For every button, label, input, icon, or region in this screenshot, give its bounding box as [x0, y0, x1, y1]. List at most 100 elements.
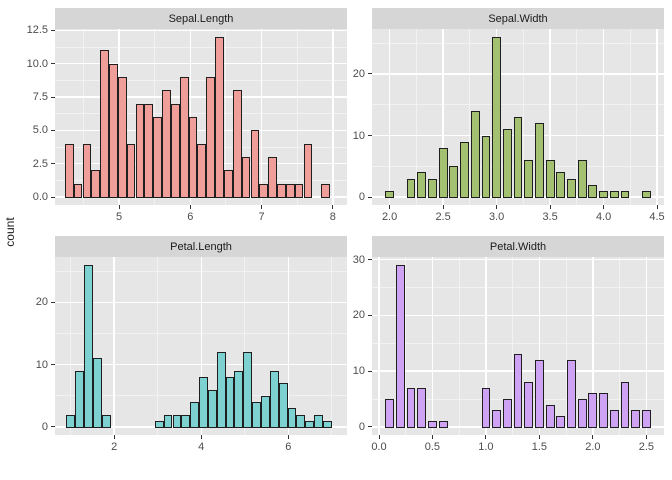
y-tick-mark	[51, 426, 55, 428]
histogram-bar	[170, 103, 180, 198]
y-tick-mark	[51, 96, 55, 98]
histogram-bar	[428, 421, 437, 428]
y-tick-mark	[368, 73, 372, 75]
y-tick-label: 2.5	[32, 157, 48, 170]
x-tick-mark	[332, 205, 334, 209]
grid-minor-line	[469, 29, 471, 205]
y-tick-label: 7.5	[32, 91, 48, 103]
grid-major-line	[656, 29, 658, 205]
x-tick-label: 2.5	[638, 441, 655, 453]
x-tick-mark	[592, 435, 594, 439]
grid-major-line	[602, 29, 605, 205]
grid-minor-line	[576, 29, 578, 205]
x-tick-label: 1.5	[531, 441, 548, 453]
grid-minor-line	[157, 257, 159, 435]
y-tick-label: 20	[352, 67, 365, 80]
histogram-bar	[82, 143, 92, 198]
histogram-bar	[588, 393, 598, 428]
y-tick-label: 10	[352, 129, 365, 142]
grid-minor-line	[415, 29, 417, 205]
x-tick-mark	[431, 435, 433, 439]
grid-major-line	[332, 29, 334, 205]
grid-major-line	[645, 257, 648, 435]
facet-strip-title: Petal.Width	[489, 240, 547, 253]
histogram-bar	[556, 415, 566, 428]
histogram-bar	[215, 37, 224, 198]
x-tick-mark	[603, 205, 605, 209]
plot-area-sepal-width	[372, 29, 664, 205]
grid-minor-line	[55, 79, 347, 81]
x-tick-label: 0.5	[424, 441, 441, 453]
x-tick-label: 7	[258, 211, 265, 223]
histogram-bar	[524, 160, 534, 198]
histogram-bar	[285, 183, 295, 198]
x-tick-label: 5	[116, 211, 123, 223]
facet-strip-petal-width: Petal.Width	[372, 236, 664, 257]
x-tick-label: 3.5	[542, 211, 558, 223]
x-tick-mark	[113, 435, 115, 439]
y-tick-mark	[51, 163, 55, 165]
histogram-bar	[294, 183, 304, 198]
histogram-bar	[535, 359, 544, 428]
y-tick-mark	[51, 29, 55, 31]
histogram-bar	[609, 190, 619, 198]
histogram-bar	[268, 157, 277, 198]
grid-minor-line	[629, 29, 631, 205]
histogram-bar	[492, 410, 502, 428]
histogram-bar	[303, 143, 313, 198]
histogram-bar	[609, 410, 619, 428]
histogram-bar	[567, 178, 576, 198]
grid-minor-line	[372, 104, 664, 106]
histogram-bar	[109, 63, 118, 198]
histogram-bar	[296, 414, 306, 428]
y-tick-mark	[51, 63, 55, 65]
histogram-bar	[438, 421, 448, 428]
histogram-bar	[492, 37, 502, 198]
histogram-bar	[153, 117, 162, 198]
histogram-bar	[395, 265, 405, 428]
grid-major-line	[549, 29, 551, 205]
grid-minor-line	[331, 257, 333, 435]
facet-strip-title: Petal.Length	[170, 240, 232, 253]
histogram-bar	[225, 377, 235, 428]
histogram-bar	[197, 143, 207, 198]
histogram-bar	[206, 77, 216, 198]
y-tick-label: 5.0	[32, 124, 48, 137]
grid-major-line	[592, 257, 594, 435]
histogram-bar	[75, 370, 84, 428]
histogram-bar	[234, 370, 244, 428]
grid-major-line	[431, 257, 434, 435]
x-tick-mark	[261, 205, 262, 209]
histogram-bar	[64, 143, 74, 198]
grid-major-line	[485, 257, 487, 435]
histogram-bar	[620, 190, 630, 198]
histogram-bar	[188, 117, 198, 198]
grid-major-line	[442, 29, 444, 205]
histogram-bar	[172, 414, 182, 428]
y-tick-mark	[368, 259, 372, 260]
histogram-bar	[252, 402, 261, 428]
grid-major-line	[55, 96, 347, 98]
x-tick-mark	[442, 205, 444, 209]
y-tick-label: 10	[352, 365, 365, 378]
histogram-bar	[460, 141, 469, 198]
facet-strip-petal-length: Petal.Length	[55, 236, 347, 257]
y-tick-label: 20	[352, 309, 365, 322]
histogram-bar	[481, 135, 491, 198]
histogram-bar	[428, 178, 437, 198]
y-tick-label: 10	[35, 358, 48, 371]
y-tick-mark	[368, 370, 372, 372]
grid-major-line	[287, 257, 289, 435]
histogram-bar	[524, 382, 534, 428]
histogram-bar	[216, 352, 226, 428]
histogram-bar	[232, 90, 242, 198]
x-tick-label: 8	[329, 211, 336, 223]
y-tick-mark	[368, 314, 372, 316]
grid-minor-line	[619, 257, 621, 435]
histogram-bar	[438, 147, 448, 198]
histogram-bar	[599, 393, 608, 428]
x-tick-label: 4	[198, 441, 205, 453]
grid-minor-line	[83, 29, 84, 205]
x-tick-mark	[287, 435, 289, 439]
